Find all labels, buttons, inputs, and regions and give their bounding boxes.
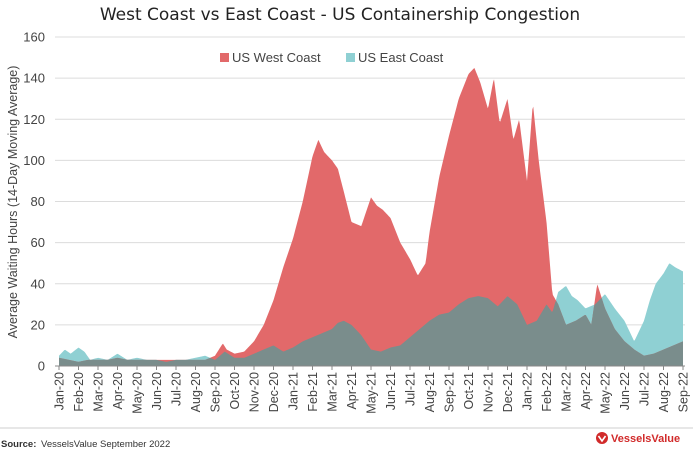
source-text: VesselsValue September 2022 — [41, 439, 170, 450]
y-tick-label: 100 — [23, 153, 45, 168]
x-tick-label: Jul-20 — [170, 372, 184, 406]
x-tick-label: Sep-20 — [209, 372, 223, 412]
legend-swatch-west — [220, 53, 229, 62]
y-tick-label: 40 — [31, 276, 45, 291]
x-tick-label: Sep-22 — [677, 372, 691, 412]
x-tick-label: Nov-20 — [248, 372, 262, 412]
x-tick-label: Jul-22 — [638, 372, 652, 406]
x-tick-label: Feb-22 — [540, 372, 554, 412]
y-axis-ticks: 0 20 40 60 80 100 120 140 160 — [23, 30, 45, 374]
x-tick-label: Oct-20 — [228, 372, 242, 410]
x-tick-label: Feb-21 — [306, 372, 320, 412]
legend-label-west: US West Coast — [232, 50, 321, 65]
x-tick-label: Jan-21 — [287, 372, 301, 410]
logo-mark-icon — [596, 432, 608, 444]
x-tick-label: Nov-21 — [482, 372, 496, 412]
x-tick-label: Aug-20 — [189, 372, 203, 412]
y-tick-label: 120 — [23, 112, 45, 127]
legend-swatch-east — [346, 53, 355, 62]
series-area-overlap — [59, 296, 683, 366]
x-tick-label: Apr-21 — [345, 372, 359, 410]
x-tick-label: Jun-20 — [150, 372, 164, 410]
x-tick-label: Mar-22 — [560, 372, 574, 412]
y-tick-label: 160 — [23, 30, 45, 45]
legend-label-east: US East Coast — [358, 50, 444, 65]
source-note: Source: VesselsValue September 2022 — [1, 439, 170, 450]
x-tick-label: Jun-22 — [618, 372, 632, 410]
y-tick-label: 60 — [31, 235, 45, 250]
x-tick-label: Sep-21 — [443, 372, 457, 412]
y-tick-label: 140 — [23, 71, 45, 86]
x-tick-label: Dec-20 — [267, 372, 281, 412]
legend: US West Coast US East Coast — [220, 50, 444, 65]
x-tick-label: Jun-21 — [384, 372, 398, 410]
x-tick-label: Aug-22 — [657, 372, 671, 412]
x-tick-label: Dec-21 — [501, 372, 515, 412]
x-tick-label: Jan-20 — [53, 372, 67, 410]
x-tick-label: May-22 — [599, 372, 613, 414]
x-tick-label: Mar-20 — [92, 372, 106, 412]
x-tick-label: Oct-21 — [462, 372, 476, 410]
x-axis-ticks: Jan-20 Feb-20 Mar-20 Apr-20 May-20 Jun-20 Jul-… — [53, 366, 691, 414]
y-tick-label: 0 — [38, 359, 45, 374]
logo-text: VesselsValue — [611, 433, 680, 445]
logo-mark-glyph-icon — [597, 435, 607, 443]
x-tick-label: May-20 — [131, 372, 145, 414]
x-tick-label: Mar-21 — [326, 372, 340, 412]
plot-area — [59, 67, 683, 366]
series-area-west-coast — [59, 67, 683, 366]
source-label: Source: — [1, 439, 36, 450]
x-tick-label: Feb-20 — [72, 372, 86, 412]
x-tick-label: Apr-20 — [111, 372, 125, 410]
x-tick-label: Jan-22 — [521, 372, 535, 410]
y-tick-label: 20 — [31, 317, 45, 332]
x-tick-label: Jul-21 — [404, 372, 418, 406]
brand-logo: VesselsValue — [596, 432, 680, 445]
x-tick-label: Aug-21 — [423, 372, 437, 412]
y-axis-label: Average Waiting Hours (14-Day Moving Ave… — [6, 66, 20, 339]
x-tick-label: May-21 — [365, 372, 379, 414]
chart-title: West Coast vs East Coast - US Containers… — [100, 5, 580, 25]
y-tick-label: 80 — [31, 194, 45, 209]
x-tick-label: Apr-22 — [579, 372, 593, 410]
